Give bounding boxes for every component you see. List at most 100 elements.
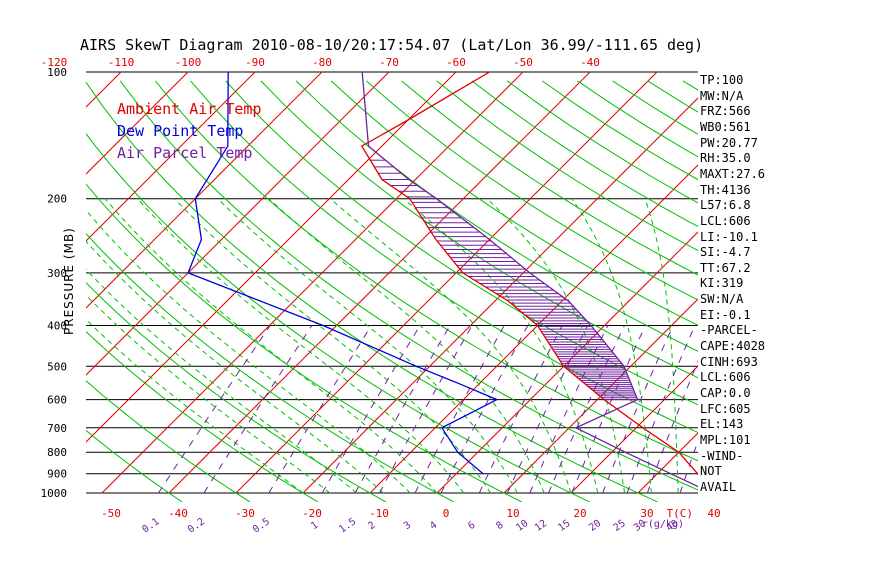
moist-adiabat-line	[571, 198, 652, 494]
dry-adiabat-line	[155, 80, 698, 462]
bottom-temp-tick-label: -20	[302, 507, 322, 520]
isotherm-line	[503, 298, 698, 494]
pressure-tick-label: 900	[47, 468, 67, 481]
dry-adiabat-line	[86, 183, 522, 502]
stability-index-item: KI:319	[700, 276, 744, 291]
stability-index-item: CAP:0.0	[700, 386, 751, 400]
moist-adiabat-line	[486, 198, 626, 494]
dry-adiabat-line	[401, 80, 698, 276]
bottom-temp-tick-label: 30	[640, 507, 653, 520]
mixing-ratio-label: 10	[514, 518, 530, 534]
air-parcel-temp-line	[361, 72, 698, 488]
isotherm-line	[369, 164, 698, 494]
moist-adiabat-line	[86, 240, 384, 494]
mixing-ratio-unit-label: r(g/kg)	[642, 519, 684, 530]
moist-adiabat-line	[86, 268, 357, 494]
stability-index-item: CINH:693	[700, 354, 758, 369]
bottom-temp-tick-label: 20	[573, 507, 586, 520]
isotherm-line	[235, 72, 658, 494]
isotherm-line	[86, 72, 323, 309]
stability-index-item: AVAIL	[700, 479, 737, 494]
legend-dewpoint: Dew Point Temp	[117, 122, 244, 140]
isotherm-line	[86, 72, 189, 175]
pressure-tick-label: 1000	[41, 487, 68, 500]
mixing-ratio-line	[440, 325, 529, 494]
moist-adiabat-line	[137, 198, 465, 494]
dry-adiabat-line	[260, 80, 698, 379]
legend-ambient: Ambient Air Temp	[117, 100, 262, 118]
mixing-ratio-line	[571, 325, 646, 494]
top-temp-tick-label: -60	[446, 56, 466, 69]
thermo-grid	[0, 72, 870, 502]
mixing-ratio-label: 2	[366, 520, 377, 532]
stability-index-item: L57:6.8	[700, 198, 751, 213]
dry-adiabat-line	[471, 80, 698, 228]
legend-parcel: Air Parcel Temp	[117, 144, 253, 162]
stability-index-item: LI:-10.1	[700, 229, 758, 244]
mixing-ratio-label: 8	[494, 520, 505, 532]
mixing-ratio-line	[379, 325, 473, 494]
dry-adiabat-line	[119, 80, 698, 491]
bottom-temp-tick-label: -10	[369, 507, 389, 520]
pressure-tick-label: 400	[47, 319, 67, 332]
moist-adiabat-line	[86, 294, 331, 494]
mixing-ratio-line	[506, 325, 589, 494]
isotherm-line	[302, 97, 698, 494]
y-axis-label: PRESSURE (MB)	[62, 227, 76, 335]
dry-adiabat-line	[86, 132, 590, 502]
isotherm-line	[86, 72, 457, 443]
dry-adiabat-line	[295, 80, 698, 352]
dry-adiabat-line	[86, 429, 183, 502]
temp-unit-label: T(C)	[667, 507, 694, 520]
moist-adiabat-line	[268, 198, 545, 494]
isotherm-line	[0, 72, 54, 493]
top-temp-tick-label: -110	[108, 56, 135, 69]
moist-adiabat-line	[86, 209, 411, 494]
bottom-temp-tick-label: -30	[235, 507, 255, 520]
mixing-ratio-line	[529, 325, 609, 494]
stability-index-item: -WIND-	[700, 448, 744, 463]
bottom-temp-tick-label: -50	[101, 507, 121, 520]
dry-adiabat-line	[506, 80, 698, 204]
mixing-ratio-line	[548, 325, 625, 494]
moist-adiabat-line	[174, 198, 492, 494]
mixing-ratio-label: 15	[556, 518, 572, 534]
dry-adiabat-line	[436, 80, 698, 252]
mixing-ratio-label: 1.5	[337, 516, 358, 535]
mixing-ratio-label: 0.1	[140, 516, 161, 535]
isotherm-line	[436, 231, 698, 494]
mixing-ratio-label: 20	[587, 518, 603, 534]
stability-index-item: MPL:101	[700, 432, 751, 447]
dry-adiabat-line	[330, 80, 698, 326]
pressure-tick-label: 100	[47, 66, 67, 79]
mixing-ratio-label: 3	[402, 520, 413, 532]
stability-index-item: EI:-0.1	[700, 307, 751, 322]
isotherm-line	[86, 72, 390, 376]
stability-index-item: CAPE:4028	[700, 339, 766, 354]
mixing-ratio-label: 1	[309, 520, 320, 532]
stability-index-item: TP:100	[700, 73, 744, 87]
mixing-ratio-line	[321, 325, 421, 494]
top-temp-tick-label: -90	[245, 56, 265, 69]
ambient-air-temp-line	[360, 72, 698, 476]
mixing-ratio-line	[478, 325, 563, 494]
mixing-ratio-label: 6	[466, 520, 477, 532]
moist-adiabat-line	[329, 198, 572, 494]
pressure-tick-label: 300	[47, 267, 67, 280]
mixing-ratio-line	[268, 325, 372, 494]
dry-adiabat-line	[225, 80, 698, 406]
pressure-tick-label: 200	[47, 193, 67, 206]
bottom-temp-tick-label: 40	[707, 507, 720, 520]
mixing-ratio-label: 0.2	[186, 516, 207, 535]
pressure-tick-label: 500	[47, 360, 67, 373]
stability-index-item: RH:35.0	[700, 151, 751, 166]
isotherm-line	[772, 72, 870, 493]
mixing-ratio-line	[679, 439, 698, 494]
stability-index-item: EL:143	[700, 417, 744, 432]
stability-index-item: WB0:561	[700, 119, 751, 134]
moist-adiabat-line	[86, 318, 304, 494]
pressure-tick-label: 600	[47, 394, 67, 407]
isotherm-line	[839, 72, 870, 493]
